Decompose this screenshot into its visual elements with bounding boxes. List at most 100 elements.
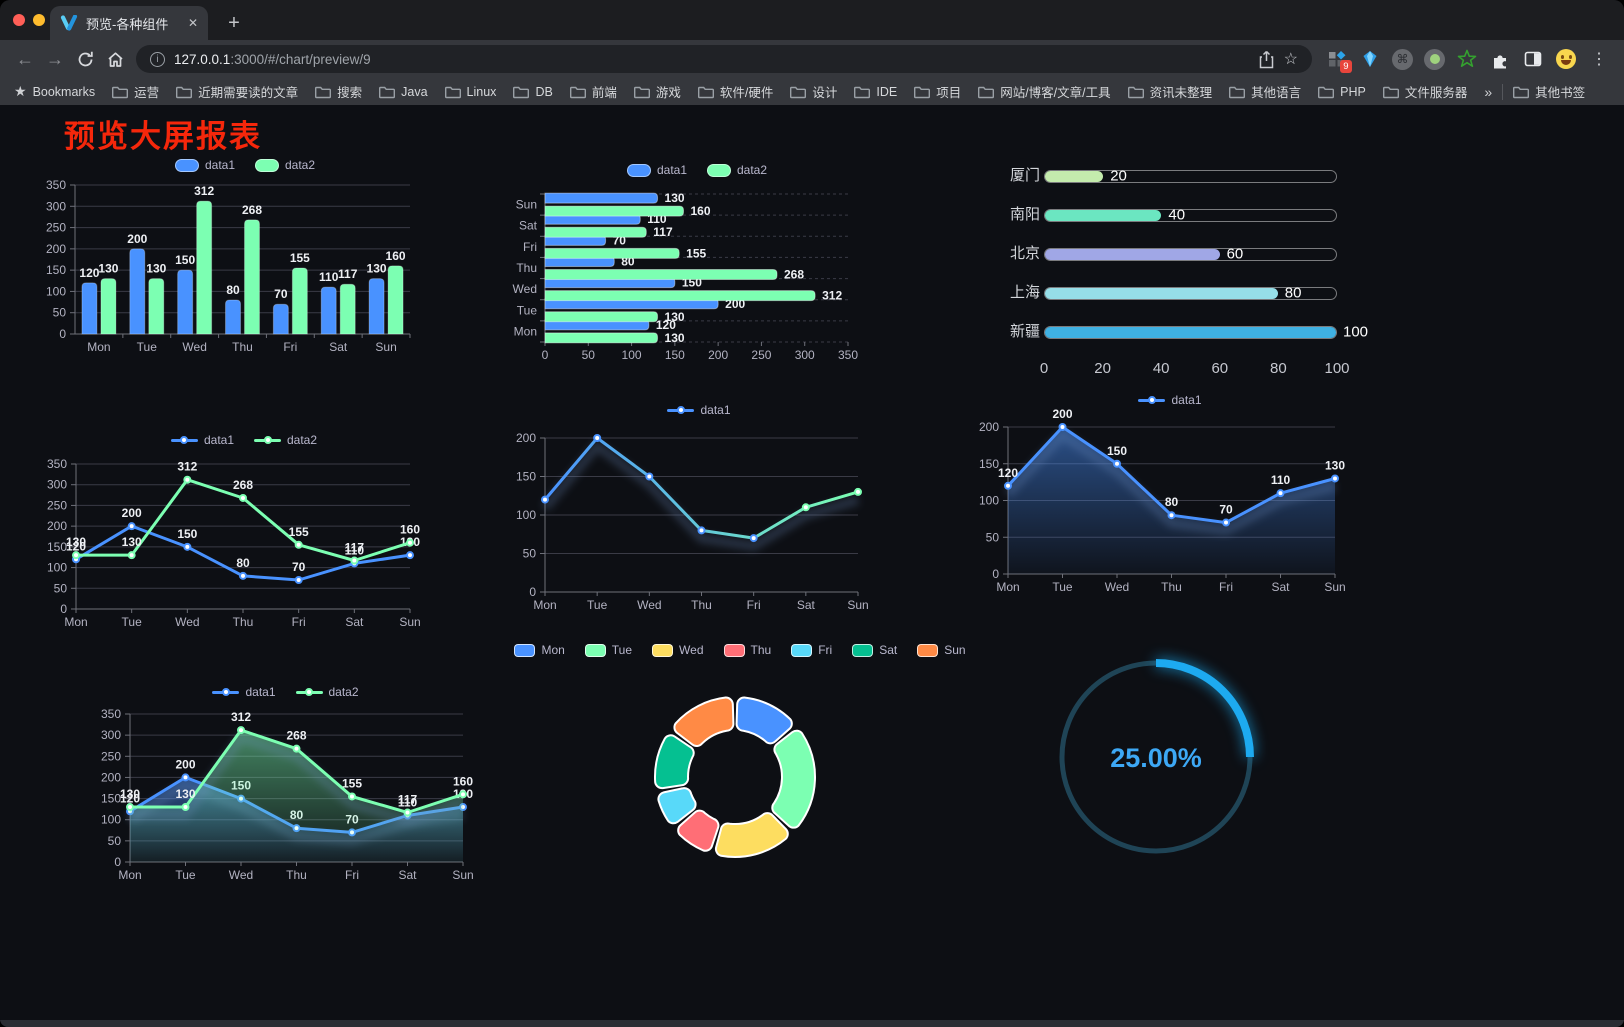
capsule-row-北京[interactable]: 北京 60 xyxy=(1000,245,1372,263)
pie-slice-Sat[interactable] xyxy=(654,734,695,790)
bookmark-folder[interactable]: DB xyxy=(513,85,553,99)
chart-area-two[interactable]: data1 data2 0 50 100 150 200 250 300 350 Mon Tue Wed… xyxy=(101,682,474,897)
pie-slice-Mon[interactable] xyxy=(735,696,793,745)
chart-line-two[interactable]: data1 data2 0 50 100 150 200 250 300 350 Mon Tue Wed… xyxy=(47,430,440,642)
legend-item-Thu[interactable]: Thu xyxy=(723,643,771,657)
capsule-row-上海[interactable]: 上海 80 xyxy=(1000,284,1372,302)
bar-data2-Sun[interactable] xyxy=(544,205,685,217)
url-bar[interactable]: i 127.0.0.1:3000/#/chart/preview/9 ☆ xyxy=(136,45,1312,73)
chart-capsule[interactable]: 厦门 20 南阳 40 北京 60 上海 80 新疆 100 0 20 40 60 80 100 xyxy=(1000,162,1372,392)
legend-item-Wed[interactable]: Wed xyxy=(652,643,704,657)
bar-data2-Mon[interactable] xyxy=(100,278,117,335)
legend-item-data2[interactable]: data2 xyxy=(295,685,359,699)
grid-extension-icon[interactable]: 9 xyxy=(1326,48,1352,73)
bookmarks-root[interactable]: ★ Bookmarks xyxy=(14,83,95,100)
pie-slice-Thu[interactable] xyxy=(677,809,720,852)
chart-pie-week[interactable]: Mon Tue Wed Thu Fri Sat Sun xyxy=(514,640,966,970)
minimize-window-button[interactable] xyxy=(33,14,45,26)
bookmark-star-icon[interactable]: ☆ xyxy=(1283,51,1298,68)
legend-item-Fri[interactable]: Fri xyxy=(791,643,832,657)
legend-item-data1[interactable]: data1 xyxy=(174,158,235,172)
legend-item-data2[interactable]: data2 xyxy=(255,158,315,172)
bar-data1-Sun[interactable] xyxy=(368,278,385,335)
legend-item-data1[interactable]: data1 xyxy=(1138,393,1202,407)
bar-horizontal-canvas[interactable]: Sun Sat Fri Thu Wed Tue Mon 0 50 100 150 200 250 300 3… xyxy=(508,160,886,372)
capsule-row-新疆[interactable]: 新疆 100 xyxy=(1000,323,1372,341)
site-info-icon[interactable]: i xyxy=(150,51,165,67)
pie-week-canvas[interactable] xyxy=(545,640,935,970)
bookmark-folder[interactable]: Java xyxy=(379,85,428,99)
bar-data2-Thu[interactable] xyxy=(244,219,260,335)
bookmark-folder[interactable]: 网站/博客/文章/工具 xyxy=(978,82,1111,101)
reload-button[interactable] xyxy=(70,44,100,74)
bookmark-folder[interactable]: 搜索 xyxy=(315,82,362,101)
legend-item-data1[interactable]: data1 xyxy=(626,163,687,177)
gem-extension-icon[interactable] xyxy=(1359,48,1381,70)
bar-data1-Wed[interactable] xyxy=(177,269,194,335)
legend-item-Sat[interactable]: Sat xyxy=(852,643,897,657)
home-button[interactable] xyxy=(100,44,130,74)
new-tab-button[interactable]: + xyxy=(228,11,240,34)
bar-grouped-canvas[interactable]: 0 50 100 150 200 250 300 350 Mon Tue Wed Thu Fri Sat S… xyxy=(38,155,452,370)
bookmark-folder[interactable]: 文件服务器 xyxy=(1382,82,1467,101)
url-text[interactable]: 127.0.0.1:3000/#/chart/preview/9 xyxy=(174,52,1249,67)
gauge-canvas[interactable]: 25.00% xyxy=(1055,655,1260,865)
bar-data2-Tue[interactable] xyxy=(148,278,165,335)
bookmark-folder[interactable]: 软件/硬件 xyxy=(697,82,773,101)
bar-data2-Sat[interactable] xyxy=(339,283,356,335)
bar-data2-Mon[interactable] xyxy=(544,332,659,344)
bookmark-folder[interactable]: 前端 xyxy=(569,82,617,101)
legend-item-data2[interactable]: data2 xyxy=(254,433,317,447)
chart-bar-grouped[interactable]: data1 data2 0 50 100 150 200 250 300 350 Mon Tue Wed… xyxy=(38,155,452,370)
bookmark-folder[interactable]: PHP xyxy=(1318,85,1366,99)
profile-avatar[interactable] xyxy=(1555,48,1577,70)
chart-bar-horizontal[interactable]: data1 data2 Sun Sat Fri Thu Wed Tue Mon 0 50 100 150… xyxy=(508,160,886,372)
capsule-row-厦门[interactable]: 厦门 20 xyxy=(1000,167,1372,185)
bookmarks-overflow-chevron[interactable]: » xyxy=(1484,83,1493,100)
area-single-canvas[interactable]: 0 50 100 150 200 Mon Tue Wed Thu Fri Sat Sun 120 200 1… xyxy=(975,390,1365,602)
bar-data2-Tue[interactable] xyxy=(544,311,659,323)
bar-data1-Sun[interactable] xyxy=(544,192,659,204)
bookmark-folder[interactable]: 其他语言 xyxy=(1229,82,1301,101)
browser-tab[interactable]: 预览-各种组件 ✕ xyxy=(50,6,208,40)
bar-data1-Tue[interactable] xyxy=(129,248,146,335)
puzzle-extensions-icon[interactable] xyxy=(1489,48,1511,70)
bar-data1-Fri[interactable] xyxy=(272,303,289,335)
bar-data1-Sat[interactable] xyxy=(320,286,337,335)
back-button[interactable]: ← xyxy=(16,48,34,69)
other-bookmarks-folder[interactable]: 其他书签 xyxy=(1513,82,1585,101)
legend-item-Mon[interactable]: Mon xyxy=(514,643,565,657)
line-two-canvas[interactable]: 0 50 100 150 200 250 300 350 Mon Tue Wed Thu Fri Sat S… xyxy=(47,430,440,642)
bookmark-folder[interactable]: IDE xyxy=(854,85,897,99)
bar-data2-Wed[interactable] xyxy=(196,200,213,335)
tab-close-icon[interactable]: ✕ xyxy=(187,16,198,30)
area-two-canvas[interactable]: 0 50 100 150 200 250 300 350 Mon Tue Wed Thu Fri Sat S… xyxy=(101,682,474,897)
bar-data2-Fri[interactable] xyxy=(544,247,680,259)
pie-slice-Fri[interactable] xyxy=(657,787,697,825)
capsule-row-南阳[interactable]: 南阳 40 xyxy=(1000,206,1372,224)
pie-slice-Tue[interactable] xyxy=(771,729,816,829)
command-extension-icon[interactable]: ⌘ xyxy=(1392,48,1413,70)
legend-item-data1[interactable]: data1 xyxy=(667,403,731,417)
bookmark-folder[interactable]: 运营 xyxy=(112,82,159,101)
bar-data2-Sat[interactable] xyxy=(544,226,647,238)
star-extension-icon[interactable] xyxy=(1456,48,1478,70)
share-icon[interactable] xyxy=(1258,50,1275,69)
bookmark-folder[interactable]: 游戏 xyxy=(633,82,681,101)
legend-item-data1[interactable]: data1 xyxy=(170,433,234,447)
bar-data1-Mon[interactable] xyxy=(81,282,98,335)
bookmark-folder[interactable]: 项目 xyxy=(914,82,961,101)
chart-area-single[interactable]: data1 0 50 100 150 200 Mon Tue Wed Thu Fri Sat Sun 12… xyxy=(975,390,1365,602)
forward-button[interactable]: → xyxy=(46,48,64,69)
chart-gauge[interactable]: 25.00% xyxy=(1055,655,1260,865)
record-extension-icon[interactable] xyxy=(1424,48,1445,70)
bar-data1-Thu[interactable] xyxy=(225,299,241,335)
bar-data2-Fri[interactable] xyxy=(291,267,308,335)
legend-item-Sun[interactable]: Sun xyxy=(917,643,966,657)
pie-slice-Sun[interactable] xyxy=(673,696,735,748)
bookmark-folder[interactable]: 近期需要读的文章 xyxy=(176,82,298,101)
bookmark-folder[interactable]: 设计 xyxy=(790,82,837,101)
legend-item-Tue[interactable]: Tue xyxy=(584,643,632,657)
sidebar-toggle-icon[interactable] xyxy=(1522,48,1544,70)
line-gradient-canvas[interactable]: 0 50 100 150 200 Mon Tue Wed Thu Fri Sat Sun xyxy=(508,400,890,615)
